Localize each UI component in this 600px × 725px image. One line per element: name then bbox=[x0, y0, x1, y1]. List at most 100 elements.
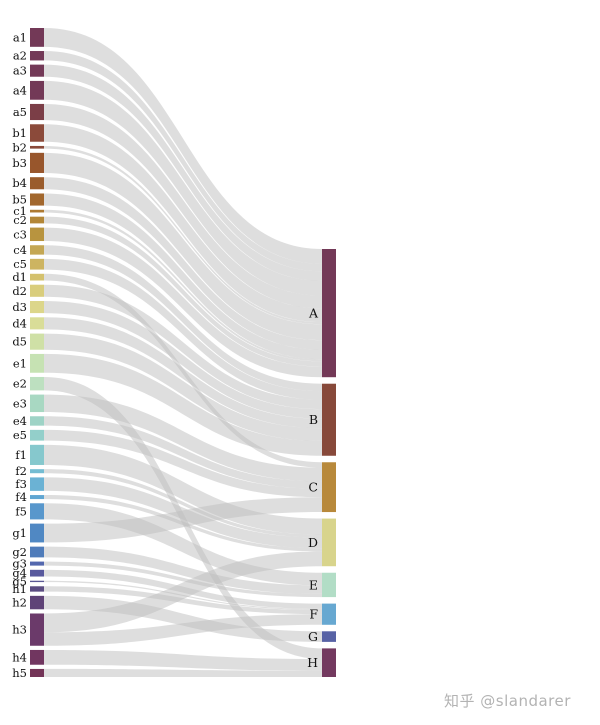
source-label-e1: e1 bbox=[13, 356, 27, 370]
source-label-g4: g4 bbox=[12, 566, 27, 580]
target-label-F: F bbox=[309, 607, 318, 622]
target-label-D: D bbox=[308, 535, 318, 550]
source-node-c4 bbox=[30, 245, 44, 255]
link-e1-B bbox=[44, 353, 322, 456]
link-h4-H bbox=[44, 649, 322, 671]
source-node-h1 bbox=[30, 586, 44, 592]
link-e4-C bbox=[44, 416, 322, 489]
source-label-h3: h3 bbox=[12, 623, 27, 637]
source-label-d4: d4 bbox=[12, 316, 27, 330]
source-node-b4 bbox=[30, 177, 44, 190]
source-node-h4 bbox=[30, 649, 44, 665]
target-node-B bbox=[322, 383, 336, 456]
source-node-g2 bbox=[30, 546, 44, 558]
link-b1-A bbox=[44, 124, 322, 323]
target-label-C: C bbox=[308, 480, 318, 495]
target-label-G: G bbox=[308, 629, 318, 644]
source-node-a2 bbox=[30, 51, 44, 61]
source-label-e4: e4 bbox=[13, 414, 27, 428]
link-g2-E bbox=[44, 546, 322, 594]
source-label-h1: h1 bbox=[12, 582, 27, 596]
link-c3-A bbox=[44, 227, 322, 378]
link-c2-A bbox=[44, 216, 322, 367]
source-label-d2: d2 bbox=[12, 284, 27, 298]
source-label-f3: f3 bbox=[15, 477, 27, 491]
link-g3-E bbox=[44, 561, 322, 598]
link-e3-C bbox=[44, 394, 322, 482]
source-node-e1 bbox=[30, 353, 44, 373]
source-label-a1: a1 bbox=[13, 30, 27, 44]
link-g1-C bbox=[44, 497, 322, 543]
source-node-a5 bbox=[30, 103, 44, 121]
target-node-H bbox=[322, 648, 336, 677]
link-a2-A bbox=[44, 51, 322, 272]
source-node-f2 bbox=[30, 469, 44, 474]
link-f2-D bbox=[44, 469, 322, 538]
target-node-F bbox=[322, 603, 336, 625]
link-a4-A bbox=[44, 80, 322, 296]
source-node-e4 bbox=[30, 416, 44, 426]
source-node-a4 bbox=[30, 80, 44, 100]
link-a5-A bbox=[44, 103, 322, 309]
source-node-b1 bbox=[30, 124, 44, 142]
source-node-c1 bbox=[30, 209, 44, 213]
source-label-f1: f1 bbox=[15, 448, 27, 462]
source-node-d2 bbox=[30, 284, 44, 297]
source-label-a2: a2 bbox=[13, 49, 27, 63]
source-label-h2: h2 bbox=[12, 596, 27, 610]
source-node-f4 bbox=[30, 495, 44, 500]
source-node-c5 bbox=[30, 258, 44, 270]
source-node-g3 bbox=[30, 561, 44, 566]
target-label-E: E bbox=[309, 577, 318, 592]
source-node-c3 bbox=[30, 227, 44, 242]
source-node-g5 bbox=[30, 580, 44, 583]
source-node-e5 bbox=[30, 429, 44, 441]
source-label-d1: d1 bbox=[12, 270, 27, 284]
link-h5-H bbox=[44, 668, 322, 677]
watermark: 知乎 @slandarer bbox=[444, 692, 571, 710]
source-label-f4: f4 bbox=[15, 490, 27, 504]
link-d3-B bbox=[44, 301, 322, 419]
source-label-c4: c4 bbox=[13, 243, 27, 257]
source-label-g2: g2 bbox=[12, 545, 27, 559]
source-node-e2 bbox=[30, 376, 44, 391]
source-label-b5: b5 bbox=[12, 193, 27, 207]
link-h3-D bbox=[44, 551, 322, 633]
link-a3-A bbox=[44, 64, 322, 281]
source-node-d4 bbox=[30, 317, 44, 330]
source-node-f1 bbox=[30, 444, 44, 465]
link-b3-A bbox=[44, 152, 322, 341]
source-node-d5 bbox=[30, 333, 44, 350]
source-node-g1 bbox=[30, 523, 44, 543]
source-node-h2 bbox=[30, 595, 44, 610]
source-label-d5: d5 bbox=[12, 335, 27, 349]
source-label-b3: b3 bbox=[12, 156, 27, 170]
source-node-f5 bbox=[30, 503, 44, 520]
source-node-b2 bbox=[30, 145, 44, 149]
source-label-e3: e3 bbox=[13, 396, 27, 410]
link-c4-B bbox=[44, 245, 322, 392]
source-label-c1: c1 bbox=[13, 204, 27, 218]
source-label-h4: h4 bbox=[12, 650, 27, 664]
target-label-A: A bbox=[308, 306, 319, 321]
link-layer bbox=[44, 28, 322, 677]
source-label-a5: a5 bbox=[13, 105, 27, 119]
source-node-a1 bbox=[30, 28, 44, 47]
source-node-a3 bbox=[30, 64, 44, 77]
source-node-b5 bbox=[30, 193, 44, 206]
source-label-g3: g3 bbox=[12, 557, 27, 571]
source-label-b1: b1 bbox=[12, 126, 27, 140]
target-node-G bbox=[322, 631, 336, 642]
source-node-g4 bbox=[30, 569, 44, 577]
source-node-h5 bbox=[30, 668, 44, 677]
link-b4-A bbox=[44, 177, 322, 350]
source-node-d1 bbox=[30, 273, 44, 281]
target-label-B: B bbox=[309, 412, 318, 427]
target-node-E bbox=[322, 572, 336, 598]
source-label-c2: c2 bbox=[13, 213, 27, 227]
source-label-b2: b2 bbox=[12, 140, 27, 154]
target-label-H: H bbox=[307, 655, 318, 670]
